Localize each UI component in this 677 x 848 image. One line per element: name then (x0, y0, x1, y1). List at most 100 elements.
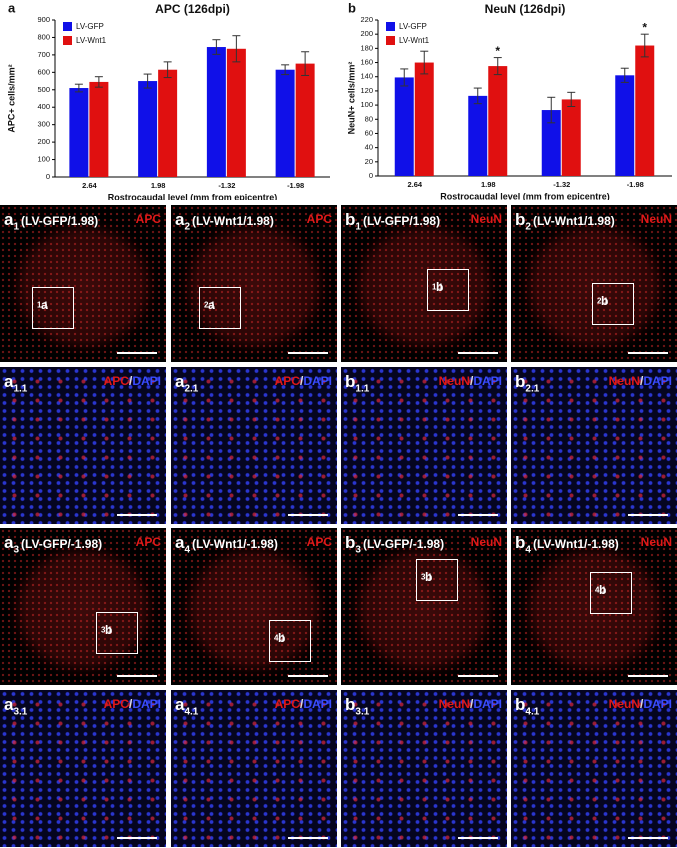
legend-label: LV-Wnt1 (399, 36, 430, 45)
inset-letter: b (105, 623, 113, 637)
y-axis-title: APC+ cells/mm² (6, 64, 16, 132)
micrograph: b1.1 NeuN/DAPI (341, 367, 507, 524)
micrograph: a4 (LV-Wnt1/-1.98) APC b 4.1 (171, 528, 337, 685)
y-tick-label: 100 (37, 155, 50, 164)
panel-subscript: 3.1 (355, 706, 370, 718)
bar (635, 45, 655, 177)
stain-label: APC/DAPI (275, 374, 332, 388)
inset-subscript: 4.1 (595, 585, 607, 595)
panel-letter: b (515, 533, 526, 552)
y-axis-title: NeuN+ cells/mm² (346, 62, 356, 135)
inset-label: b 3.1 (101, 618, 113, 637)
legend-label: LV-Wnt1 (76, 36, 107, 45)
scale-bar (288, 837, 328, 839)
micrograph: b4.1 NeuN/DAPI (511, 690, 677, 847)
inset-subscript: 1.1 (432, 282, 444, 292)
panel-label: b1.1 (345, 372, 369, 394)
x-tick-label: 1.98 (151, 181, 166, 190)
bar (206, 47, 226, 178)
inset-subscript: 3.1 (421, 572, 433, 582)
panel-subscript: 1 (13, 221, 20, 233)
panel-caption: (LV-Wnt1/1.98) (532, 214, 615, 228)
micrograph: a2 (LV-Wnt1/1.98) APC a 2.1 (171, 205, 337, 362)
x-tick-label: -1.32 (218, 181, 235, 190)
panel-caption: (LV-GFP/-1.98) (21, 537, 103, 551)
stain-name: APC (306, 212, 332, 226)
significance: * (642, 20, 647, 34)
bar (158, 69, 178, 177)
scale-bar (458, 352, 498, 354)
x-tick-label: -1.98 (287, 181, 304, 190)
panel-subscript: 3 (355, 544, 361, 556)
y-tick-label: 140 (360, 72, 373, 81)
inset-label: b 4.1 (595, 578, 607, 597)
counterstain-name: DAPI (473, 374, 502, 388)
inset-box: a 1.1 (32, 287, 74, 329)
stain-label: APC (307, 212, 332, 226)
panel-label: b2.1 (515, 372, 539, 394)
inset-box: b 2.1 (592, 283, 634, 325)
legend-swatch (386, 22, 395, 31)
y-tick-label: 160 (360, 58, 373, 67)
stain-separator: / (469, 697, 474, 711)
bar (394, 77, 414, 176)
panel-letter: b (515, 372, 526, 391)
micrograph: b1 (LV-GFP/1.98) NeuN b 1.1 (341, 205, 507, 362)
panel-label: a1.1 (4, 372, 27, 394)
legend-swatch (386, 36, 395, 45)
stain-separator: / (639, 374, 644, 388)
counterstain-name: DAPI (303, 697, 332, 711)
stain-label: NeuN/DAPI (609, 697, 672, 711)
panel-caption: (LV-Wnt1/-1.98) (192, 537, 278, 551)
y-tick-label: 60 (365, 128, 373, 137)
x-tick-label: -1.32 (553, 180, 570, 189)
panel-subscript: 1.1 (13, 383, 28, 395)
stain-name: APC (274, 374, 300, 388)
bar (468, 95, 488, 176)
stain-separator: / (128, 697, 133, 711)
inset-subscript: 2.1 (204, 300, 216, 310)
stain-separator: / (299, 374, 304, 388)
bar (275, 69, 295, 177)
panel-letter: a (175, 210, 185, 229)
x-axis-title: Rostrocaudal level (mm from epicentre) (440, 191, 610, 200)
stain-label: NeuN (471, 535, 502, 549)
panel-letter: a (4, 210, 14, 229)
y-tick-label: 180 (360, 43, 373, 52)
stain-name: NeuN (640, 212, 672, 226)
panel-label: a1 (LV-GFP/1.98) (4, 210, 98, 232)
inset-box: b 3.1 (96, 612, 138, 654)
inset-box: a 2.1 (199, 287, 241, 329)
stain-label: NeuN (641, 212, 672, 226)
stain-label: NeuN (471, 212, 502, 226)
panel-letter: b (345, 533, 356, 552)
panel-label: a4.1 (175, 695, 198, 717)
y-tick-label: 300 (37, 120, 50, 129)
x-tick-label: -1.98 (627, 180, 644, 189)
scale-bar (117, 675, 157, 677)
panel-letter: a (175, 533, 185, 552)
scale-bar (288, 352, 328, 354)
stain-separator: / (128, 374, 133, 388)
inset-label: b 2.1 (597, 289, 608, 308)
panel-label: a2.1 (175, 372, 198, 394)
y-tick-label: 40 (365, 143, 373, 152)
counterstain-name: DAPI (473, 697, 502, 711)
stain-name: NeuN (608, 697, 640, 711)
panel-letter: b (348, 0, 356, 15)
micrograph: b3.1 NeuN/DAPI (341, 690, 507, 847)
stain-label: APC/DAPI (104, 697, 161, 711)
y-tick-label: 200 (360, 29, 373, 38)
x-tick-label: 2.64 (407, 180, 422, 189)
panel-subscript: 4 (525, 544, 531, 556)
y-tick-label: 800 (37, 32, 50, 41)
stain-separator: / (469, 374, 474, 388)
bar (138, 81, 158, 177)
micrograph: b2 (LV-Wnt1/1.98) NeuN b 2.1 (511, 205, 677, 362)
y-tick-label: 220 (360, 15, 373, 24)
panel-caption: (LV-GFP/1.98) (362, 214, 441, 228)
chart-title: NeuN (126dpi) (485, 2, 566, 16)
panel-label: b4 (LV-Wnt1/-1.98) (515, 533, 619, 555)
bar (541, 110, 561, 176)
scale-bar (628, 514, 668, 516)
